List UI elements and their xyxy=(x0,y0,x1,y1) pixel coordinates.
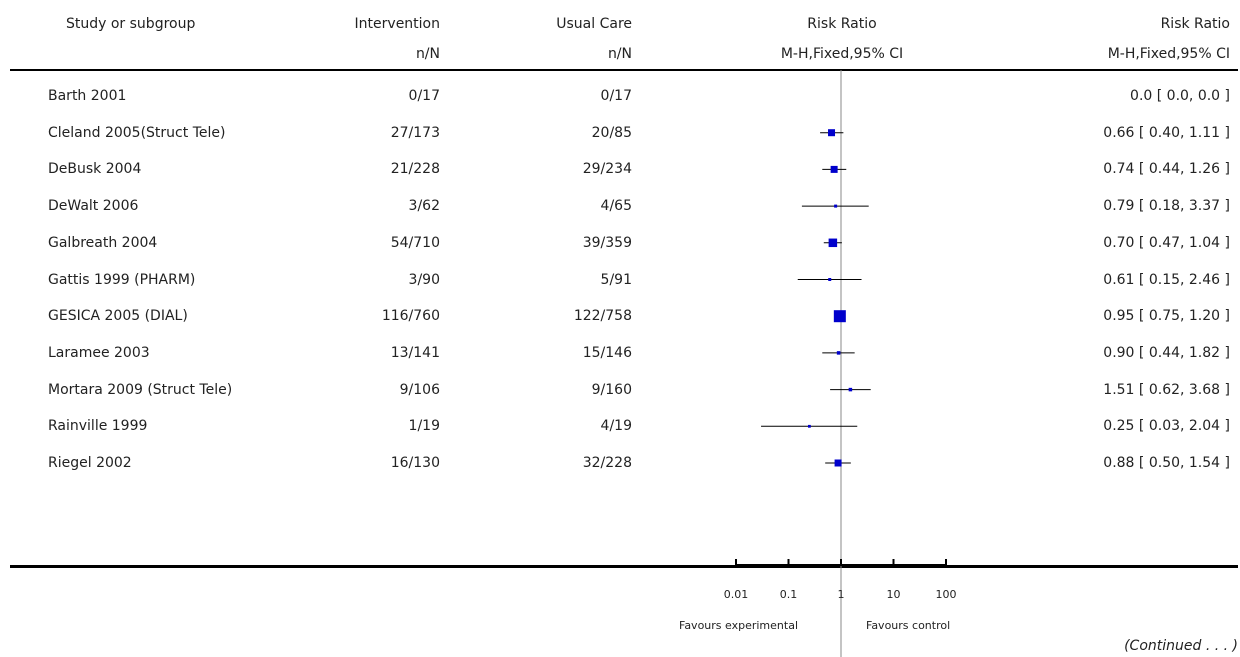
study-name: Riegel 2002 xyxy=(48,455,132,471)
intervention-events: 16/130 xyxy=(390,455,440,471)
study-name: DeWalt 2006 xyxy=(48,198,139,215)
forest-plot xyxy=(735,70,947,657)
effect-marker xyxy=(836,351,841,355)
risk-ratio-ci-text: 0.66 [ 0.40, 1.11 ] xyxy=(1103,124,1230,141)
bottom-rule xyxy=(10,565,1238,568)
risk-ratio-ci-text: 0.90 [ 0.44, 1.82 ] xyxy=(1103,344,1230,361)
study-row: Barth 2001 0/17 0/17 0.0 [ 0.0, 0.0 ] xyxy=(0,78,1240,114)
usual-care-events: 39/359 xyxy=(582,234,632,251)
header-risk-ratio-plot: Risk Ratio xyxy=(807,16,877,32)
study-row: Laramee 2003 13/141 15/146 0.90 [ 0.44, 1.8… xyxy=(0,335,1240,371)
favours-control-label: Favours control xyxy=(866,619,951,632)
effect-marker xyxy=(807,424,811,428)
study-row: Cleland 2005(Struct Tele) 27/173 20/85 0.66… xyxy=(0,115,1240,151)
header-usual-care: Usual Care xyxy=(556,16,632,32)
header-rule xyxy=(10,69,1238,71)
study-row: Mortara 2009 (Struct Tele) 9/106 9/160 1.51… xyxy=(0,372,1240,408)
usual-care-events: 4/19 xyxy=(600,418,632,435)
intervention-events: 1/19 xyxy=(408,418,440,435)
risk-ratio-ci-text: 0.25 [ 0.03, 2.04 ] xyxy=(1103,418,1230,435)
study-row: Rainville 1999 1/19 4/19 0.25 [ 0.03, 2.04 … xyxy=(0,408,1240,444)
effect-marker xyxy=(828,238,838,248)
usual-care-events: 9/160 xyxy=(591,381,632,398)
intervention-events: 27/173 xyxy=(390,124,440,141)
x-tick-label: 100 xyxy=(935,588,957,601)
intervention-events: 0/17 xyxy=(408,88,440,104)
risk-ratio-ci-text: 0.61 [ 0.15, 2.46 ] xyxy=(1103,271,1230,288)
study-name: Cleland 2005(Struct Tele) xyxy=(48,124,226,141)
study-row: Gattis 1999 (PHARM) 3/90 5/91 0.61 [ 0.15, … xyxy=(0,262,1240,298)
risk-ratio-ci-text: 0.74 [ 0.44, 1.26 ] xyxy=(1103,161,1230,178)
usual-care-events: 20/85 xyxy=(591,124,632,141)
x-tick-label: 0.1 xyxy=(779,588,798,601)
usual-care-events: 29/234 xyxy=(582,161,632,178)
intervention-events: 9/106 xyxy=(399,381,440,398)
x-tick-label: 0.01 xyxy=(723,588,749,601)
effect-marker xyxy=(848,387,853,392)
study-name: Gattis 1999 (PHARM) xyxy=(48,271,196,288)
intervention-events: 3/62 xyxy=(408,198,440,215)
study-name: GESICA 2005 (DIAL) xyxy=(48,308,188,325)
risk-ratio-ci-text: 0.70 [ 0.47, 1.04 ] xyxy=(1103,234,1230,251)
study-row: Riegel 2002 16/130 32/228 0.88 [ 0.50, 1.54… xyxy=(0,445,1240,481)
intervention-events: 116/760 xyxy=(381,308,440,325)
study-name: DeBusk 2004 xyxy=(48,161,142,178)
intervention-events: 21/228 xyxy=(390,161,440,178)
study-row: DeBusk 2004 21/228 29/234 0.74 [ 0.44, 1.26… xyxy=(0,151,1240,187)
study-name: Mortara 2009 (Struct Tele) xyxy=(48,381,233,398)
x-tick-label: 10 xyxy=(886,588,901,601)
continued-note: (Continued . . . ) xyxy=(1124,638,1238,654)
effect-marker xyxy=(828,278,832,281)
intervention-events: 13/141 xyxy=(390,344,440,361)
usual-care-events: 4/65 xyxy=(600,198,632,215)
usual-care-events: 32/228 xyxy=(582,455,632,471)
study-row: DeWalt 2006 3/62 4/65 0.79 [ 0.18, 3.37 ] xyxy=(0,188,1240,224)
intervention-events: 3/90 xyxy=(408,271,440,288)
study-name: Laramee 2003 xyxy=(48,344,150,361)
usual-care-events: 5/91 xyxy=(600,271,632,288)
risk-ratio-ci-text: 0.95 [ 0.75, 1.20 ] xyxy=(1103,308,1230,325)
risk-ratio-ci-text: 0.88 [ 0.50, 1.54 ] xyxy=(1103,455,1230,471)
favours-experimental-label: Favours experimental xyxy=(679,619,798,632)
effect-marker xyxy=(834,204,838,208)
header-risk-ratio-text: Risk Ratio xyxy=(1160,16,1230,32)
study-name: Galbreath 2004 xyxy=(48,234,158,251)
study-row: Galbreath 2004 54/710 39/359 0.70 [ 0.47, 1… xyxy=(0,225,1240,261)
header-risk-ratio-plot-sub: M-H,Fixed,95% CI xyxy=(780,46,904,62)
study-row: GESICA 2005 (DIAL) 116/760 122/758 0.95 [ 0… xyxy=(0,298,1240,334)
usual-care-events: 15/146 xyxy=(582,344,632,361)
study-name: Barth 2001 xyxy=(48,88,127,104)
header-usual-care-sub: n/N xyxy=(607,46,632,62)
header-study: Study or subgroup xyxy=(66,16,196,32)
usual-care-events: 0/17 xyxy=(600,88,632,104)
intervention-events: 54/710 xyxy=(390,234,440,251)
effect-marker xyxy=(828,129,836,137)
effect-marker xyxy=(833,310,846,323)
header-risk-ratio-text-sub: M-H,Fixed,95% CI xyxy=(1107,46,1230,62)
effect-marker xyxy=(834,459,842,467)
study-name: Rainville 1999 xyxy=(48,418,148,435)
risk-ratio-ci-text: 1.51 [ 0.62, 3.68 ] xyxy=(1103,381,1230,398)
risk-ratio-ci-text: 0.0 [ 0.0, 0.0 ] xyxy=(1130,88,1230,104)
effect-marker xyxy=(830,165,838,173)
x-tick-label: 1 xyxy=(837,588,845,601)
usual-care-events: 122/758 xyxy=(573,308,632,325)
header-intervention-sub: n/N xyxy=(415,46,440,62)
risk-ratio-ci-text: 0.79 [ 0.18, 3.37 ] xyxy=(1103,198,1230,215)
header-intervention: Intervention xyxy=(354,16,440,32)
